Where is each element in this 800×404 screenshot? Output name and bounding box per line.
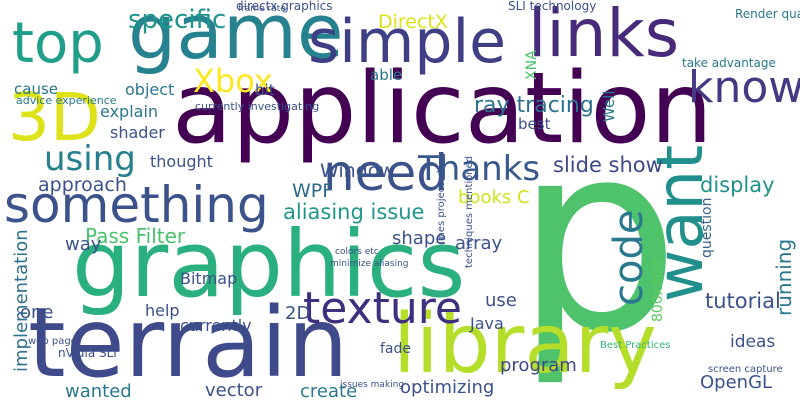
word: Pass Filter	[85, 224, 186, 248]
word: Bitmap	[180, 269, 237, 288]
word: ray tracing	[474, 93, 594, 118]
word: running	[772, 239, 796, 316]
word: issues making	[340, 380, 404, 390]
word: nVidia SLI	[58, 346, 117, 360]
word: take advantage	[682, 56, 776, 70]
word: approach	[38, 174, 127, 196]
word: directx graphics	[236, 0, 333, 13]
word: aliasing issue	[283, 200, 424, 224]
word: colors etc	[335, 247, 379, 257]
word: fade	[380, 341, 411, 357]
word: slide show	[553, 153, 663, 177]
word: Thanks	[417, 149, 540, 189]
word: program	[500, 355, 577, 376]
word: application	[172, 52, 713, 166]
word: vector	[205, 380, 263, 400]
word: SLI technology	[508, 0, 596, 13]
word: library	[393, 297, 657, 392]
word: optimizing	[400, 377, 494, 398]
word: know	[688, 62, 800, 113]
word: graphics	[72, 211, 465, 318]
word: techniques mentioned	[464, 156, 475, 268]
word: array	[455, 233, 503, 254]
word: Well	[600, 90, 618, 122]
word: Window	[320, 160, 395, 182]
word: tutorial	[705, 289, 781, 313]
word: need	[323, 144, 448, 202]
word: lines projected	[436, 170, 447, 244]
word: explain	[100, 102, 158, 121]
word: best	[518, 115, 551, 133]
word: code	[606, 210, 652, 306]
word: web page	[28, 336, 77, 347]
word: create	[300, 381, 357, 400]
word: p	[515, 88, 680, 390]
word: 3D	[8, 79, 101, 156]
word: able	[370, 66, 402, 84]
word: books C	[458, 187, 530, 208]
word: 800x800	[650, 260, 666, 322]
word: OpenGL	[700, 372, 772, 393]
word: object	[125, 80, 174, 99]
word: something	[4, 176, 269, 234]
word: currently	[180, 316, 252, 335]
word: screen capture	[708, 364, 783, 375]
word: cause	[14, 80, 58, 98]
word: advice experience	[16, 94, 117, 107]
word: frame rate	[238, 4, 286, 14]
word: specific	[128, 5, 226, 35]
word: shape	[392, 228, 446, 249]
word: shader	[110, 123, 165, 142]
word: DirectX	[378, 11, 448, 33]
word: top	[12, 11, 104, 76]
word: minimize aliasing	[330, 259, 409, 269]
word: want	[644, 145, 718, 302]
word: Render quads	[735, 7, 800, 21]
word: WPF	[292, 180, 333, 202]
word: currently investigating	[195, 100, 319, 113]
word: game	[128, 0, 344, 76]
word: way	[65, 234, 102, 255]
word: simple	[308, 7, 506, 77]
word: one	[20, 302, 54, 323]
word: wanted	[65, 381, 132, 400]
word: Java	[469, 314, 504, 333]
word: use	[485, 290, 517, 311]
word: ideas	[730, 332, 775, 352]
word: texture	[303, 283, 462, 334]
word: using	[44, 139, 136, 179]
word: implementation	[11, 229, 32, 372]
word: terrain	[28, 287, 348, 399]
word: Best Practices	[600, 340, 670, 351]
word: Xbox	[193, 62, 273, 100]
word: thought	[150, 152, 213, 171]
word: XNA	[524, 50, 540, 80]
word: bit	[255, 81, 275, 99]
word: question	[699, 198, 715, 258]
word: display	[700, 173, 775, 197]
word: 2D	[285, 303, 310, 324]
word: help	[145, 301, 180, 320]
word: links	[528, 0, 679, 72]
